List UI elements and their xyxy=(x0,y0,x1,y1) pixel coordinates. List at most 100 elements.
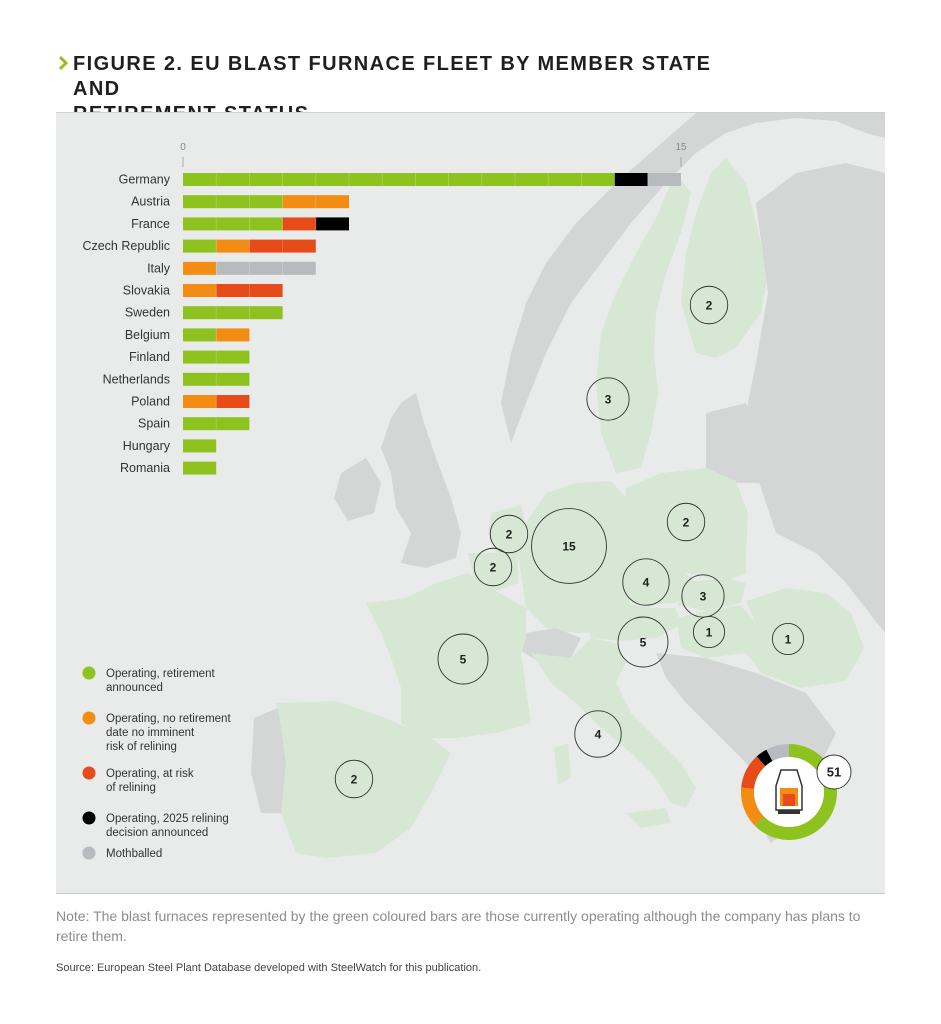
legend-label-line: of relining xyxy=(106,782,156,794)
donut-slice-3 xyxy=(756,749,773,767)
bar-hungary-series-0 xyxy=(183,439,217,453)
map-sicily xyxy=(626,808,671,828)
legend-label-line: Operating, at risk xyxy=(106,768,194,780)
map-baltics xyxy=(706,403,761,483)
legend-swatch-3 xyxy=(82,811,96,825)
bubble-italy xyxy=(574,710,622,758)
bubble-austria xyxy=(617,616,669,668)
bubble-sweden xyxy=(586,377,630,421)
map-bubbles: 15 5 5 4 4 3 3 2 2 2 2 2 1 1 xyxy=(334,285,805,799)
legend-label-1: Operating, no retirement date no imminent… xyxy=(106,713,231,753)
category-label-austria: Austria xyxy=(131,195,170,209)
bar-italy-series-4 xyxy=(216,261,316,275)
category-label-romania: Romania xyxy=(120,461,170,475)
category-label-italy: Italy xyxy=(147,261,171,275)
legend: Operating, retirement announced Operating,… xyxy=(82,666,231,860)
map-east xyxy=(746,163,885,633)
map-portugal xyxy=(251,708,286,813)
x-tick-label-15: 15 xyxy=(675,142,687,153)
map-norway xyxy=(501,113,885,443)
map-italy xyxy=(531,638,696,808)
legend-swatch-1 xyxy=(82,711,96,725)
category-label-netherlands: Netherlands xyxy=(103,372,170,386)
donut-slice-2 xyxy=(741,756,766,789)
bar-belgium-series-1 xyxy=(216,328,250,342)
x-tick-label-0: 0 xyxy=(180,142,186,153)
bar-germany-series-4 xyxy=(647,173,681,186)
bar-germany-series-3 xyxy=(614,173,648,186)
bubble-value-spain: 2 xyxy=(351,773,358,787)
category-label-slovakia: Slovakia xyxy=(123,284,170,298)
bubble-value-romania: 1 xyxy=(785,633,792,647)
category-label-belgium: Belgium xyxy=(125,328,170,342)
bar-austria-series-0 xyxy=(183,195,283,209)
bubble-hungary xyxy=(692,615,726,649)
category-label-czech-republic: Czech Republic xyxy=(82,239,170,253)
bubble-romania xyxy=(771,622,805,656)
chevron-right-icon xyxy=(58,55,68,71)
map-sweden xyxy=(596,173,691,473)
bubble-value-netherlands: 2 xyxy=(506,528,513,542)
donut-slice-4 xyxy=(766,744,789,762)
bar-poland-series-1 xyxy=(183,395,217,408)
title-line-1: FIGURE 2. EU BLAST FURNACE FLEET BY MEMB… xyxy=(73,53,712,100)
bar-czech-republic-series-1 xyxy=(216,239,250,253)
bar-belgium-series-0 xyxy=(183,328,217,342)
bubble-value-slovakia: 3 xyxy=(700,590,707,604)
bubble-france xyxy=(437,633,489,685)
bubble-netherlands xyxy=(489,514,529,554)
bar-chart: 0 15 Germany Austria France Czech Republic Ita… xyxy=(82,142,687,475)
bubble-value-sweden: 3 xyxy=(605,393,612,407)
donut-slice-0 xyxy=(754,744,838,840)
furnace-core xyxy=(783,794,795,806)
bubble-spain xyxy=(334,759,374,799)
map-switzerland xyxy=(521,628,581,661)
bubble-value-czech-republic: 4 xyxy=(643,576,650,590)
legend-label-0: Operating, retirement announced xyxy=(106,668,215,694)
bubble-value-hungary: 1 xyxy=(706,626,713,640)
category-label-finland: Finland xyxy=(129,350,170,364)
bar-poland-series-2 xyxy=(216,395,250,408)
category-label-france: France xyxy=(131,217,170,231)
bubble-germany xyxy=(531,508,607,584)
category-label-spain: Spain xyxy=(138,417,170,431)
map-slovakia xyxy=(678,578,746,611)
bubble-value-finland: 2 xyxy=(706,299,713,313)
category-label-sweden: Sweden xyxy=(125,306,170,320)
bubble-value-belgium: 2 xyxy=(490,561,497,575)
bar-france-series-2 xyxy=(282,217,316,231)
note-text: Note: The blast furnaces represented by … xyxy=(56,908,861,944)
map-uk xyxy=(381,393,461,568)
map-romania xyxy=(746,588,864,688)
map-finland xyxy=(681,158,768,358)
source-text: Source: European Steel Plant Database de… xyxy=(56,962,482,974)
bar-netherlands-series-0 xyxy=(183,372,250,386)
legend-label-3: Operating, 2025 relining decision announc… xyxy=(106,813,229,839)
legend-swatch-2 xyxy=(82,766,96,780)
bubble-finland xyxy=(689,285,729,325)
category-label-germany: Germany xyxy=(119,173,171,187)
bar-sweden-series-0 xyxy=(183,306,283,320)
blast-furnace-icon xyxy=(775,769,803,814)
total-badge xyxy=(816,754,852,790)
donut-slice-1 xyxy=(741,787,764,826)
map-poland xyxy=(626,468,748,581)
bar-france-series-3 xyxy=(315,217,349,231)
legend-label-line: risk of relining xyxy=(106,741,177,753)
bubble-value-poland: 2 xyxy=(683,516,690,530)
legend-swatch-0 xyxy=(82,666,96,680)
bar-slovakia-series-1 xyxy=(183,284,217,297)
legend-label-4: Mothballed xyxy=(106,848,162,860)
legend-label-line: date no imminent xyxy=(106,727,195,739)
bar-slovakia-series-2 xyxy=(216,284,283,297)
bar-france-series-0 xyxy=(183,217,283,231)
chart-svg: 15 5 5 4 4 3 3 2 2 2 2 2 1 1 0 15 Germany Austria France C… xyxy=(56,113,885,893)
bubble-value-france: 5 xyxy=(460,653,467,667)
legend-label-2: Operating, at risk of relining xyxy=(106,768,194,794)
legend-label-line: Mothballed xyxy=(106,848,162,860)
bar-italy-series-1 xyxy=(183,261,217,275)
bar-finland-series-0 xyxy=(183,350,250,364)
bar-czech-republic-series-2 xyxy=(249,239,316,253)
bar-austria-series-1 xyxy=(282,195,349,209)
bubble-belgium xyxy=(473,547,513,587)
